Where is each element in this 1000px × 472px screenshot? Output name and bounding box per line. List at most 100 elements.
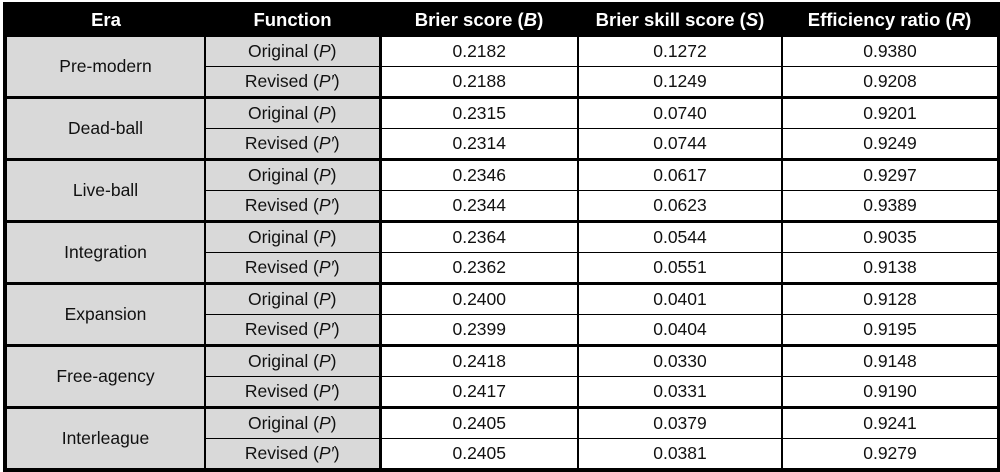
function-cell: Original (P) bbox=[204, 344, 382, 377]
function-cell: Original (P) bbox=[204, 158, 382, 191]
function-label-part: Revised ( bbox=[244, 195, 319, 215]
brier-score-cell: 0.2346 bbox=[379, 158, 579, 191]
function-label-part: ) bbox=[333, 71, 340, 91]
function-label-part: ) bbox=[330, 41, 337, 61]
function-label-part: ) bbox=[333, 195, 340, 215]
table-row: Revised (P′) 0.2399 0.0404 0.9195 bbox=[5, 314, 1000, 346]
era-cell: Expansion bbox=[4, 282, 206, 346]
variable-P: P bbox=[318, 165, 331, 185]
function-cell: Original (P) bbox=[204, 282, 382, 315]
function-cell: Original (P) bbox=[204, 220, 382, 253]
brier-skill-score-cell: 0.0331 bbox=[577, 376, 783, 408]
function-cell: Revised (P′) bbox=[204, 128, 382, 160]
table-row: Revised (P′) 0.2314 0.0744 0.9249 bbox=[5, 128, 1000, 160]
brier-skill-score-cell: 0.0544 bbox=[577, 220, 783, 253]
efficiency-ratio-cell: 0.9035 bbox=[781, 220, 1000, 253]
table-row: Live-ball Original (P) 0.2346 0.0617 0.9… bbox=[4, 158, 1000, 222]
results-table-page: Era Function Brier score (B) Brier skill… bbox=[3, 2, 1000, 472]
variable-P-prime: P′ bbox=[318, 71, 334, 91]
efficiency-ratio-cell: 0.9249 bbox=[781, 128, 1000, 160]
variable-P-prime: P′ bbox=[318, 257, 334, 277]
col-header-brier-score: Brier score (B) bbox=[380, 4, 578, 36]
efficiency-ratio-cell: 0.9389 bbox=[781, 190, 1000, 222]
table-row: Interleague Original (P) 0.2405 0.0379 0… bbox=[4, 406, 1000, 471]
efficiency-ratio-cell: 0.9201 bbox=[781, 96, 1000, 129]
era-cell: Live-ball bbox=[4, 158, 206, 222]
function-label-part: ) bbox=[333, 133, 340, 153]
function-cell: Revised (P′) bbox=[204, 252, 382, 284]
col-header-function-label: Function bbox=[253, 9, 332, 30]
variable-P: P bbox=[318, 289, 331, 309]
function-label-part: Original ( bbox=[247, 103, 319, 123]
function-cell: Revised (P′) bbox=[204, 314, 382, 346]
function-label-part: ) bbox=[333, 319, 340, 339]
function-label-part: Original ( bbox=[247, 289, 319, 309]
table-row: Free-agency Original (P) 0.2418 0.0330 0… bbox=[4, 344, 1000, 408]
function-label-part: Revised ( bbox=[244, 133, 319, 153]
variable-P-prime: P′ bbox=[318, 319, 334, 339]
brier-score-cell: 0.2344 bbox=[379, 190, 579, 222]
table-row: Pre-modern Original (P) 0.2182 0.1272 0.… bbox=[4, 34, 1000, 98]
function-label-part: ) bbox=[333, 381, 340, 401]
efficiency-ratio-cell: 0.9241 bbox=[781, 406, 1000, 439]
brier-score-cell: 0.2400 bbox=[379, 282, 579, 315]
efficiency-ratio-cell: 0.9297 bbox=[781, 158, 1000, 191]
variable-R: R bbox=[951, 9, 966, 30]
col-header-era-label: Era bbox=[91, 9, 121, 30]
function-label-part: Revised ( bbox=[244, 443, 319, 463]
brier-skill-score-cell: 0.0330 bbox=[577, 344, 783, 377]
efficiency-ratio-cell: 0.9128 bbox=[781, 282, 1000, 315]
era-cell: Free-agency bbox=[4, 344, 206, 408]
brier-skill-score-cell: 0.0551 bbox=[577, 252, 783, 284]
brier-skill-score-cell: 0.0404 bbox=[577, 314, 783, 346]
variable-B: B bbox=[523, 9, 538, 30]
brier-score-cell: 0.2188 bbox=[379, 66, 579, 98]
brier-score-cell: 0.2399 bbox=[379, 314, 579, 346]
col-header-era: Era bbox=[5, 4, 205, 36]
header-text-part: ) bbox=[758, 9, 765, 30]
col-header-brier-skill-score: Brier skill score (S) bbox=[578, 4, 782, 36]
brier-skill-score-cell: 0.1249 bbox=[577, 66, 783, 98]
function-cell: Original (P) bbox=[204, 406, 382, 439]
variable-S: S bbox=[745, 9, 759, 30]
efficiency-ratio-cell: 0.9380 bbox=[781, 34, 1000, 67]
brier-skill-score-cell: 0.0401 bbox=[577, 282, 783, 315]
brier-score-cell: 0.2364 bbox=[379, 220, 579, 253]
variable-P: P bbox=[318, 351, 331, 371]
function-label-part: Revised ( bbox=[244, 71, 319, 91]
table-row: Revised (P′) 0.2188 0.1249 0.9208 bbox=[5, 66, 1000, 98]
brier-skill-score-cell: 0.0617 bbox=[577, 158, 783, 191]
function-label-part: ) bbox=[333, 443, 340, 463]
function-label-part: Revised ( bbox=[244, 319, 319, 339]
brier-score-cell: 0.2405 bbox=[379, 406, 579, 439]
function-cell: Original (P) bbox=[204, 96, 382, 129]
efficiency-ratio-cell: 0.9148 bbox=[781, 344, 1000, 377]
header-text-part: ) bbox=[965, 9, 972, 30]
function-label-part: Revised ( bbox=[244, 381, 319, 401]
table-row: Integration Original (P) 0.2364 0.0544 0… bbox=[4, 220, 1000, 284]
brier-score-cell: 0.2362 bbox=[379, 252, 579, 284]
function-label-part: ) bbox=[330, 351, 337, 371]
function-cell: Revised (P′) bbox=[204, 438, 382, 471]
function-label-part: ) bbox=[330, 227, 337, 247]
function-label-part: ) bbox=[330, 103, 337, 123]
efficiency-ratio-cell: 0.9208 bbox=[781, 66, 1000, 98]
variable-P: P bbox=[318, 103, 331, 123]
col-header-efficiency-ratio: Efficiency ratio (R) bbox=[782, 4, 999, 36]
variable-P: P bbox=[318, 413, 331, 433]
results-table: Era Function Brier score (B) Brier skill… bbox=[3, 2, 1000, 472]
function-cell: Revised (P′) bbox=[204, 66, 382, 98]
function-label-part: ) bbox=[330, 165, 337, 185]
era-cell: Dead-ball bbox=[4, 96, 206, 160]
efficiency-ratio-cell: 0.9190 bbox=[781, 376, 1000, 408]
variable-P-prime: P′ bbox=[318, 133, 334, 153]
era-cell: Pre-modern bbox=[4, 34, 206, 98]
function-label-part: ) bbox=[330, 289, 337, 309]
header-text-part: Brier skill score ( bbox=[595, 9, 746, 30]
variable-P-prime: P′ bbox=[318, 443, 334, 463]
brier-skill-score-cell: 0.0381 bbox=[577, 438, 783, 471]
function-label-part: Original ( bbox=[247, 413, 319, 433]
era-cell: Integration bbox=[4, 220, 206, 284]
function-label-part: Original ( bbox=[247, 227, 319, 247]
variable-P: P bbox=[318, 227, 331, 247]
